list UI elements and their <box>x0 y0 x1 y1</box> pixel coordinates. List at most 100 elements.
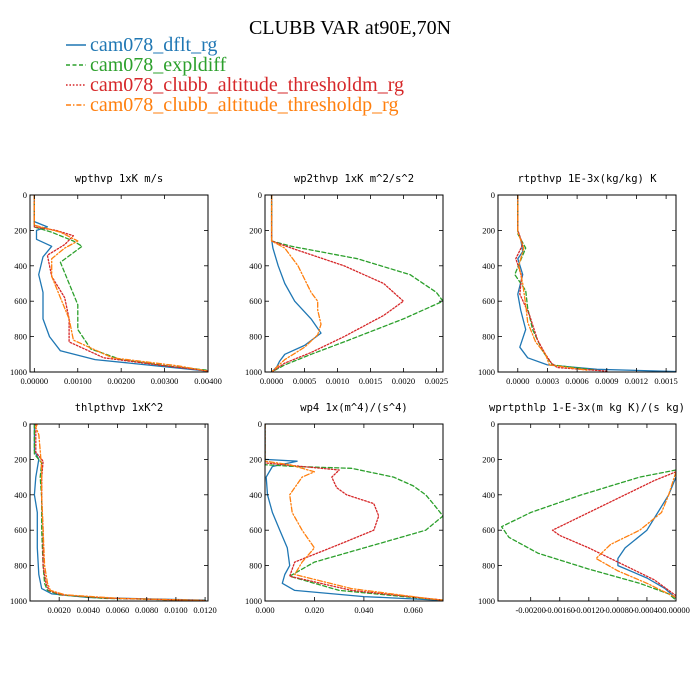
x-tick-label: -0.00160 <box>545 605 575 615</box>
series-line <box>265 424 439 601</box>
x-tick-label: 0.0120 <box>193 605 216 615</box>
y-tick-label: 0 <box>258 419 262 429</box>
series-line <box>33 424 206 601</box>
x-tick-label: -0.00040 <box>632 605 662 615</box>
series-line <box>595 471 676 599</box>
panel-title: wp4 1x(m^4)/(s^4) <box>300 402 407 414</box>
y-tick-label: 1000 <box>10 367 27 377</box>
plot-frame <box>29 423 209 602</box>
x-tick-label: 0.020 <box>305 605 324 615</box>
legend: cam078_dflt_rgcam078_expldiffcam078_club… <box>66 34 404 116</box>
series-line <box>33 195 208 372</box>
plot-frame <box>29 194 209 373</box>
y-tick-label: 400 <box>482 490 495 500</box>
y-tick-label: 600 <box>482 525 495 535</box>
x-tick-label: 0.0000 <box>260 376 283 386</box>
series-line <box>33 195 208 372</box>
series-line <box>270 195 322 372</box>
series-group <box>265 424 443 601</box>
series-line <box>33 424 206 601</box>
y-tick-label: 400 <box>249 261 262 271</box>
y-tick-label: 600 <box>249 296 262 306</box>
plot-frame <box>264 423 444 602</box>
x-tick-label: 0.0003 <box>536 376 559 386</box>
panel-title: rtpthvp 1E-3x(kg/kg) K <box>517 173 657 185</box>
series-group <box>33 424 206 601</box>
x-tick-label: 0.0015 <box>359 376 382 386</box>
x-tick-label: 0.0015 <box>654 376 677 386</box>
x-tick-label: 0.0100 <box>164 605 187 615</box>
legend-label: cam078_clubb_altitude_thresholdp_rg <box>90 94 398 116</box>
figure-title: CLUBB VAR at90E,70N <box>249 17 451 39</box>
x-tick-label: -0.00200 <box>515 605 545 615</box>
y-tick-label: 200 <box>14 454 27 464</box>
y-tick-label: 600 <box>249 525 262 535</box>
series-line <box>617 476 676 599</box>
y-tick-label: 800 <box>482 561 495 571</box>
series-line <box>514 195 598 371</box>
series-line <box>265 424 443 601</box>
series-line <box>517 195 676 372</box>
y-tick-label: 200 <box>14 225 27 235</box>
y-tick-label: 800 <box>249 561 262 571</box>
x-tick-label: 0.0080 <box>135 605 158 615</box>
x-tick-label: 0.0060 <box>106 605 129 615</box>
series-line <box>35 424 206 601</box>
series-line <box>515 195 608 372</box>
y-tick-label: 600 <box>14 296 27 306</box>
panel-title: thlpthvp 1xK^2 <box>75 402 164 414</box>
y-tick-label: 0 <box>258 190 262 200</box>
y-tick-label: 400 <box>249 490 262 500</box>
x-tick-label: 0.0000 <box>506 376 529 386</box>
x-tick-label: 0.040 <box>354 605 373 615</box>
y-tick-label: 600 <box>14 525 27 535</box>
y-tick-label: 200 <box>482 454 495 464</box>
series-group <box>33 195 208 372</box>
y-tick-label: 600 <box>482 296 495 306</box>
y-tick-label: 0 <box>491 190 495 200</box>
x-tick-label: 0.00200 <box>107 376 135 386</box>
y-tick-label: 1000 <box>478 367 495 377</box>
series-line <box>270 195 322 372</box>
plot-frame <box>497 423 677 602</box>
x-tick-label: 0.060 <box>404 605 423 615</box>
plot-frame <box>264 194 444 373</box>
y-tick-label: 0 <box>23 190 27 200</box>
x-tick-label: 0.00000 <box>21 376 49 386</box>
y-tick-label: 400 <box>482 261 495 271</box>
x-tick-label: 0.00000 <box>662 605 690 615</box>
y-tick-label: 400 <box>14 490 27 500</box>
x-tick-label: 0.0040 <box>77 605 100 615</box>
plot-frame <box>497 194 677 373</box>
x-tick-label: 0.0010 <box>326 376 349 386</box>
y-tick-label: 200 <box>249 454 262 464</box>
x-tick-label: 0.0009 <box>595 376 618 386</box>
panel-title: wpthvp 1xK m/s <box>75 173 164 185</box>
x-tick-label: 0.0012 <box>625 376 648 386</box>
x-tick-label: 0.0006 <box>565 376 588 386</box>
series-line <box>265 424 443 601</box>
legend-label: cam078_clubb_altitude_thresholdm_rg <box>90 74 404 96</box>
x-tick-label: 0.0025 <box>425 376 448 386</box>
series-line <box>33 195 208 372</box>
x-tick-label: 0.0005 <box>293 376 316 386</box>
legend-label: cam078_dflt_rg <box>90 34 217 56</box>
x-tick-label: 0.00400 <box>194 376 222 386</box>
series-group <box>270 195 443 372</box>
y-tick-label: 0 <box>23 419 27 429</box>
x-tick-label: 0.000 <box>255 605 274 615</box>
series-group <box>514 195 676 372</box>
series-line <box>270 195 443 372</box>
x-tick-label: 0.0020 <box>47 605 70 615</box>
chart-panel: wp2thvp 1xK m^2/s^2020040060080010000.00… <box>245 173 448 386</box>
y-tick-label: 800 <box>14 332 27 342</box>
x-tick-label: -0.00120 <box>574 605 604 615</box>
y-tick-label: 400 <box>14 261 27 271</box>
series-line <box>33 195 208 371</box>
y-tick-label: 1000 <box>10 596 27 606</box>
y-tick-label: 1000 <box>245 596 262 606</box>
series-line <box>551 471 676 597</box>
